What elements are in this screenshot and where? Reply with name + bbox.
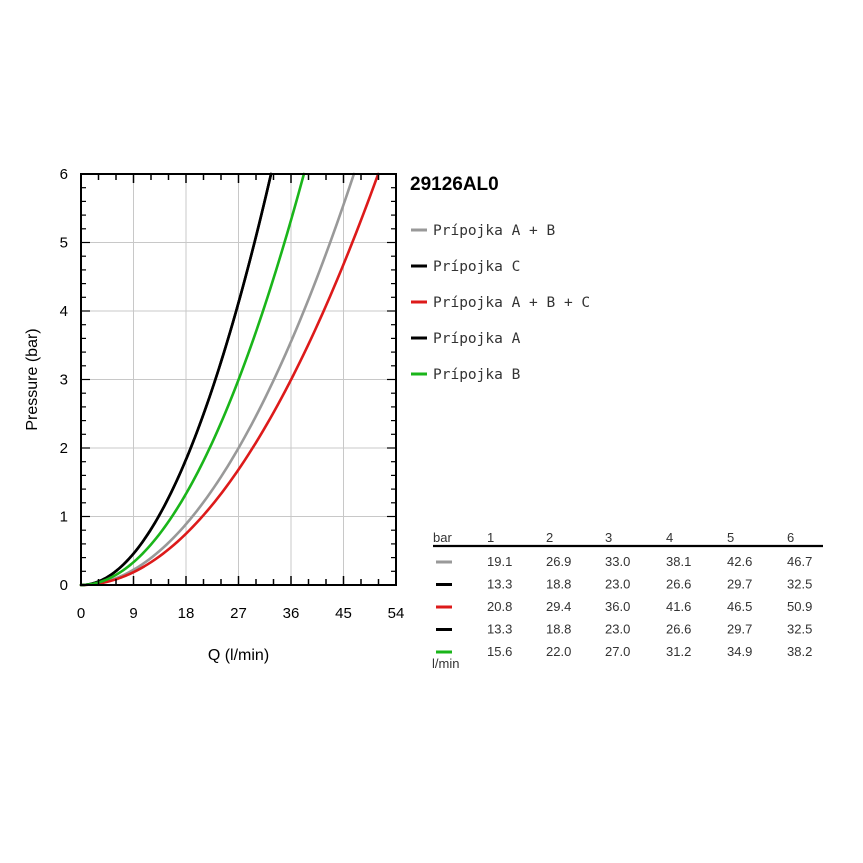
table-cell: 26.6 [666, 577, 691, 592]
y-tick-label: 5 [60, 235, 68, 252]
table-cell: 46.7 [787, 554, 812, 569]
table-cell: 27.0 [605, 644, 630, 659]
x-tick-label: 27 [230, 605, 247, 622]
table-cell: 36.0 [605, 599, 630, 614]
table-column-header: 1 [487, 530, 494, 545]
legend-label: Prípojka A [433, 331, 521, 347]
x-tick-label: 18 [178, 605, 195, 622]
table-column-header: 6 [787, 530, 794, 545]
table-cell: 18.8 [546, 577, 571, 592]
y-tick-label: 3 [60, 372, 68, 389]
table-column-header: 2 [546, 530, 553, 545]
y-tick-label: 4 [60, 303, 68, 320]
table-cell: 50.9 [787, 599, 812, 614]
x-tick-label: 45 [335, 605, 352, 622]
table-cell: 13.3 [487, 577, 512, 592]
x-tick-label: 54 [388, 605, 405, 622]
table-cell: 22.0 [546, 644, 571, 659]
table-cell: 42.6 [727, 554, 752, 569]
legend-label: Prípojka A + B + C [433, 295, 590, 311]
table-cell: 18.8 [546, 622, 571, 637]
chart-title: 29126AL0 [410, 174, 499, 195]
table-cell: 29.7 [727, 577, 752, 592]
y-tick-label: 6 [60, 166, 68, 183]
series-line-4 [79, 172, 273, 587]
y-tick-label: 0 [60, 577, 68, 594]
table-cell: 32.5 [787, 622, 812, 637]
grid [81, 174, 396, 585]
table-cell: 38.2 [787, 644, 812, 659]
table-cell: 26.9 [546, 554, 571, 569]
table-header-label: bar [433, 530, 452, 545]
x-tick-label: 36 [283, 605, 300, 622]
table-cell: 26.6 [666, 622, 691, 637]
series-line-1 [79, 172, 356, 587]
table-unit-label: l/min [432, 656, 459, 671]
table-column-header: 3 [605, 530, 612, 545]
table-cell: 38.1 [666, 554, 691, 569]
x-tick-label: 0 [77, 605, 85, 622]
legend-label: Prípojka B [433, 367, 521, 383]
table-cell: 15.6 [487, 644, 512, 659]
table-column-header: 4 [666, 530, 673, 545]
table-cell: 23.0 [605, 577, 630, 592]
y-tick-label: 1 [60, 509, 68, 526]
y-axis-label: Pressure (bar) [24, 328, 41, 430]
x-axis-label: Q (l/min) [208, 647, 269, 664]
table-cell: 13.3 [487, 622, 512, 637]
curves [79, 172, 380, 587]
flow-table: bar 1 2 3 4 5 6 19.1 26.9 33.0 38.1 42.6 46.7 13.3 18.… [432, 530, 823, 671]
table-cell: 23.0 [605, 622, 630, 637]
table-cell: 19.1 [487, 554, 512, 569]
legend: Prípojka A + B Prípojka C Prípojka A + B +… [411, 223, 590, 383]
table-cell: 20.8 [487, 599, 512, 614]
table-cell: 29.4 [546, 599, 571, 614]
table-cell: 29.7 [727, 622, 752, 637]
ticks [80, 173, 397, 586]
table-cell: 41.6 [666, 599, 691, 614]
table-cell: 34.9 [727, 644, 752, 659]
legend-label: Prípojka C [433, 259, 520, 275]
legend-label: Prípojka A + B [433, 223, 555, 239]
table-cell: 46.5 [727, 599, 752, 614]
table-cell: 33.0 [605, 554, 630, 569]
y-tick-label: 2 [60, 440, 68, 457]
table-column-header: 5 [727, 530, 734, 545]
table-cell: 32.5 [787, 577, 812, 592]
table-cell: 31.2 [666, 644, 691, 659]
x-tick-label: 9 [129, 605, 137, 622]
series-line-5 [79, 172, 306, 587]
series-line-3 [79, 172, 380, 587]
